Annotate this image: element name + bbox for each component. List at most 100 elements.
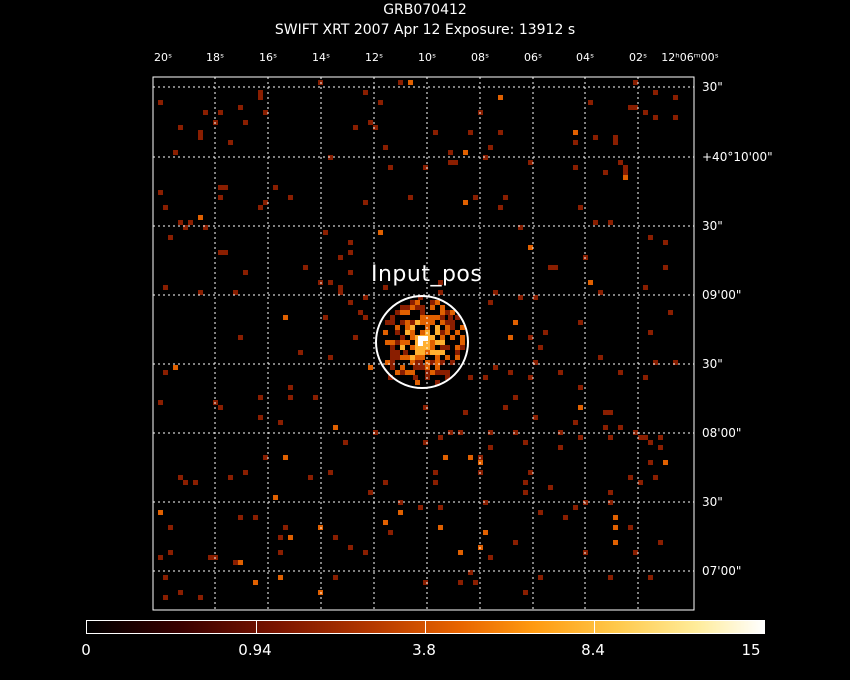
event-pixel xyxy=(448,430,453,435)
event-pixel xyxy=(648,460,653,465)
event-pixel xyxy=(415,380,420,385)
event-pixel xyxy=(183,480,188,485)
event-pixel xyxy=(403,350,408,355)
event-pixel xyxy=(363,295,368,300)
event-pixel xyxy=(400,365,405,370)
event-pixel xyxy=(388,375,393,380)
event-pixel xyxy=(468,570,473,575)
event-pixel xyxy=(203,225,208,230)
event-pixel xyxy=(493,290,498,295)
event-pixel xyxy=(385,320,390,325)
event-pixel xyxy=(390,340,395,345)
event-pixel xyxy=(443,455,448,460)
event-pixel xyxy=(608,435,613,440)
event-pixel xyxy=(363,200,368,205)
event-pixel xyxy=(528,245,533,250)
event-pixel xyxy=(423,341,428,346)
event-pixel xyxy=(445,325,450,330)
event-pixel xyxy=(463,150,468,155)
event-pixel xyxy=(518,295,523,300)
event-pixel xyxy=(323,230,328,235)
event-pixel xyxy=(253,580,258,585)
event-pixel xyxy=(618,160,623,165)
event-pixel xyxy=(430,320,435,325)
event-pixel xyxy=(263,455,268,460)
event-pixel xyxy=(488,555,493,560)
event-pixel xyxy=(415,360,420,365)
event-pixel xyxy=(450,325,455,330)
event-pixel xyxy=(390,350,395,355)
event-pixel xyxy=(390,315,395,320)
event-pixel xyxy=(418,336,423,341)
event-pixel xyxy=(578,205,583,210)
event-pixel xyxy=(440,340,445,345)
ra-label: 20ˢ xyxy=(153,51,173,64)
event-pixel xyxy=(395,370,400,375)
event-pixel xyxy=(445,310,450,315)
event-pixel xyxy=(450,360,455,365)
event-pixel xyxy=(673,95,678,100)
event-pixel xyxy=(608,410,613,415)
event-pixel xyxy=(405,330,410,335)
event-pixel xyxy=(423,440,428,445)
event-pixel xyxy=(420,305,425,310)
event-pixel xyxy=(633,430,638,435)
colorbar-tick xyxy=(594,621,595,633)
event-pixel xyxy=(273,495,278,500)
event-pixel xyxy=(433,480,438,485)
event-pixel xyxy=(400,310,405,315)
event-pixel xyxy=(395,355,400,360)
event-pixel xyxy=(435,340,440,345)
event-pixel xyxy=(400,305,405,310)
event-pixel xyxy=(163,370,168,375)
event-pixel xyxy=(408,80,413,85)
event-pixel xyxy=(328,280,333,285)
event-pixel xyxy=(258,415,263,420)
event-pixel xyxy=(578,435,583,440)
event-pixel xyxy=(158,400,163,405)
event-pixel xyxy=(648,235,653,240)
event-pixel xyxy=(415,365,420,370)
event-pixel xyxy=(653,360,658,365)
event-pixel xyxy=(613,140,618,145)
event-pixel xyxy=(390,360,395,365)
event-pixel xyxy=(430,305,435,310)
event-pixel xyxy=(390,355,395,360)
event-pixel xyxy=(608,220,613,225)
event-pixel xyxy=(273,185,278,190)
event-pixel xyxy=(488,430,493,435)
event-pixel xyxy=(458,430,463,435)
event-pixel xyxy=(223,250,228,255)
event-pixel xyxy=(263,200,268,205)
event-pixel xyxy=(460,335,465,340)
event-pixel xyxy=(178,475,183,480)
event-pixel xyxy=(228,140,233,145)
event-pixel xyxy=(508,370,513,375)
event-pixel xyxy=(463,200,468,205)
source-region-label: Input_pos xyxy=(371,262,483,287)
event-pixel xyxy=(415,300,420,305)
event-pixel xyxy=(445,375,450,380)
event-pixel xyxy=(663,240,668,245)
event-pixel xyxy=(455,355,460,360)
event-pixel xyxy=(435,325,440,330)
source-region-circle[interactable] xyxy=(375,295,469,389)
event-pixel xyxy=(238,515,243,520)
event-pixel xyxy=(363,90,368,95)
event-pixel xyxy=(638,480,643,485)
event-pixel xyxy=(405,305,410,310)
event-pixel xyxy=(488,445,493,450)
event-pixel xyxy=(498,205,503,210)
event-pixel xyxy=(288,385,293,390)
event-pixel xyxy=(415,320,420,325)
event-pixel xyxy=(228,475,233,480)
event-pixel xyxy=(538,510,543,515)
event-pixel xyxy=(383,330,388,335)
event-pixel xyxy=(430,345,435,350)
event-pixel xyxy=(573,505,578,510)
event-pixel xyxy=(440,370,445,375)
event-pixel xyxy=(430,350,435,355)
event-pixel xyxy=(258,90,263,95)
event-pixel xyxy=(648,440,653,445)
event-pixel xyxy=(158,555,163,560)
